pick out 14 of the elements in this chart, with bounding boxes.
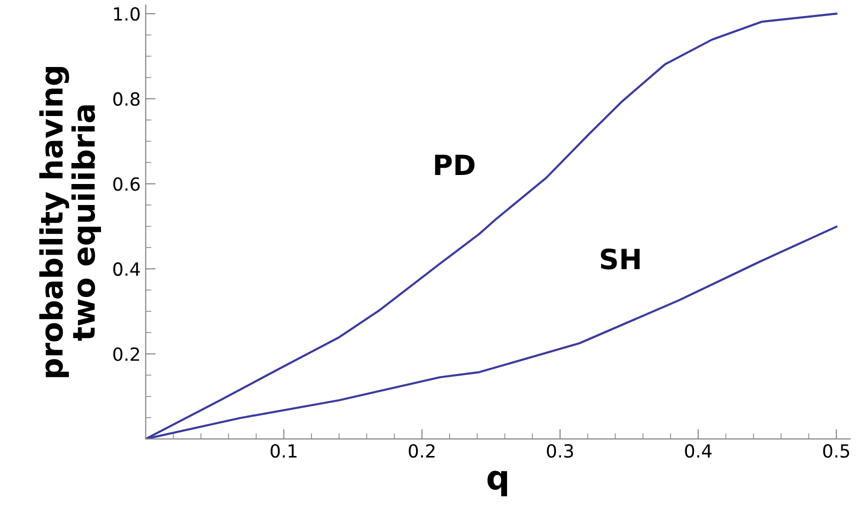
x-axis-title: q (487, 470, 508, 496)
x-tick-label: 0.5 (823, 444, 850, 458)
x-tick-label: 0.1 (270, 444, 297, 458)
y-tick-label: 0.8 (113, 92, 140, 106)
x-tick-label: 0.3 (546, 444, 573, 458)
series-label: SH (600, 248, 640, 270)
y-axis-title: probability having two equilibria (39, 66, 102, 378)
y-tick-label: 0.6 (113, 177, 140, 191)
x-tick-label: 0.4 (685, 444, 712, 458)
y-tick-label: 1.0 (114, 7, 140, 21)
y-tick-label: 0.4 (113, 262, 140, 276)
series-label: PD (435, 154, 475, 175)
y-tick-label: 0.2 (113, 347, 140, 361)
x-tick-label: 0.2 (408, 444, 434, 458)
